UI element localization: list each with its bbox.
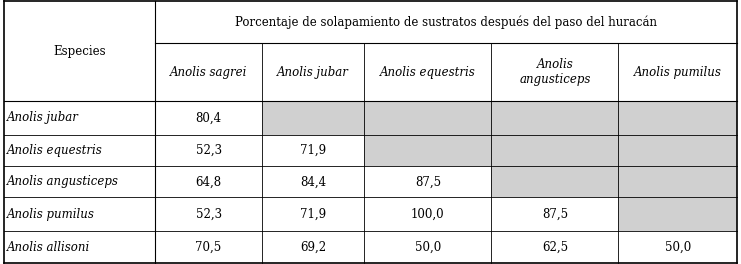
Bar [156,135,262,166]
Text: Anolis jubar: Anolis jubar [7,111,79,125]
Text: Anolis
angusticeps: Anolis angusticeps [519,58,591,86]
Bar [491,101,619,135]
Text: 84,4: 84,4 [300,175,326,188]
Text: Anolis equestris: Anolis equestris [7,144,102,157]
Text: 87,5: 87,5 [542,208,568,221]
Text: Especies: Especies [53,45,106,58]
Text: Porcentaje de solapamiento de sustratos después del paso del huracán: Porcentaje de solapamiento de sustratos … [236,16,657,29]
Text: Anolis jubar: Anolis jubar [277,65,349,79]
Bar [491,197,619,232]
Bar [491,166,619,197]
Bar [156,232,262,263]
Text: 70,5: 70,5 [196,241,222,253]
Bar [619,166,737,197]
Bar [491,135,619,166]
Text: Anolis angusticeps: Anolis angusticeps [7,175,119,188]
Bar [262,197,365,232]
Bar [262,101,365,135]
Bar [365,135,491,166]
Bar [619,232,737,263]
Bar [156,166,262,197]
Bar [262,135,365,166]
Bar [365,166,491,197]
Text: 52,3: 52,3 [196,144,222,157]
Text: 50,0: 50,0 [665,241,691,253]
Bar [619,101,737,135]
Bar [491,232,619,263]
Bar [4,1,737,101]
Text: 62,5: 62,5 [542,241,568,253]
Text: 50,0: 50,0 [415,241,441,253]
Text: Anolis sagrei: Anolis sagrei [170,65,247,79]
Bar [365,197,491,232]
Text: 69,2: 69,2 [300,241,326,253]
Bar [619,135,737,166]
Text: 71,9: 71,9 [300,144,326,157]
Text: Anolis pumilus: Anolis pumilus [7,208,95,221]
Bar [156,197,262,232]
Text: 87,5: 87,5 [415,175,441,188]
Text: 52,3: 52,3 [196,208,222,221]
Bar [365,232,491,263]
Bar [365,101,491,135]
Text: 80,4: 80,4 [196,111,222,125]
Text: Anolis pumilus: Anolis pumilus [634,65,722,79]
Text: Anolis allisoni: Anolis allisoni [7,241,90,253]
Bar [262,232,365,263]
Text: 100,0: 100,0 [411,208,445,221]
Text: Anolis equestris: Anolis equestris [380,65,476,79]
Text: 71,9: 71,9 [300,208,326,221]
Bar [262,166,365,197]
Bar [156,101,262,135]
Bar [619,197,737,232]
Text: 64,8: 64,8 [196,175,222,188]
